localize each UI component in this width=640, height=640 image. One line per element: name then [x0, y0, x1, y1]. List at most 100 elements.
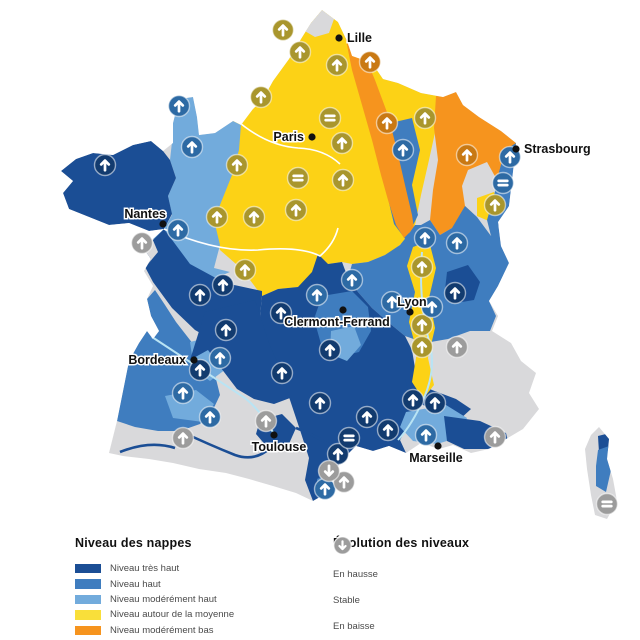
region-paris-basin-average [212, 10, 443, 296]
trend-stable-icon [286, 166, 310, 190]
trend-glyph [260, 415, 272, 428]
trend-glyph [220, 324, 232, 337]
legend-color-swatch [75, 579, 101, 589]
trend-glyph [311, 289, 323, 302]
trend-glyph [419, 232, 431, 245]
trend-glyph [416, 319, 428, 332]
trend-up-icon [198, 405, 222, 429]
trend-glyph [426, 301, 438, 314]
trend-glyph [338, 476, 350, 489]
city-label: Lyon [397, 295, 426, 309]
trend-glyph [346, 274, 358, 287]
trend-up-icon [410, 255, 434, 279]
trend-up-icon [423, 391, 447, 415]
city-labels-layer: Lille Paris Strasbourg Nantes Lyon Clermont-F… [123, 30, 592, 467]
trend-glyph [338, 540, 347, 551]
river-seine [239, 122, 341, 165]
trend-glyph [429, 397, 441, 410]
legend-color-swatch [75, 625, 101, 635]
city-marker [308, 133, 316, 141]
legend-trend-label: En hausse [333, 568, 378, 580]
trend-glyph [231, 159, 243, 172]
trend-glyph [497, 179, 509, 187]
trend-glyph [255, 91, 267, 104]
city-marker [406, 308, 414, 316]
trend-glyph [489, 431, 501, 444]
trend-up-icon [167, 94, 191, 118]
city-label: Clermont-Ferrand [284, 315, 390, 329]
trend-up-icon [332, 470, 356, 494]
trend-glyph [194, 364, 206, 377]
trend-up-icon [269, 301, 293, 325]
trend-up-icon [483, 193, 507, 217]
legend-level-label: Niveau modérément haut [110, 593, 217, 605]
legend-groundwater-levels: Niveau des nappes Niveau très haut Niveau… [75, 536, 234, 640]
trend-glyph [337, 174, 349, 187]
trend-glyph [451, 341, 463, 354]
trend-glyph [451, 237, 463, 250]
trend-glyph [397, 144, 409, 157]
trend-glyph [314, 397, 326, 410]
trend-circle [286, 166, 310, 190]
trend-glyph [343, 434, 355, 442]
city-marker [335, 34, 343, 42]
trend-up-icon [443, 281, 467, 305]
legend-level-label: Niveau haut [110, 578, 161, 590]
trend-up-icon [380, 290, 404, 314]
trend-glyph [324, 344, 336, 357]
trend-up-icon [171, 381, 195, 405]
city-marker [512, 145, 520, 153]
trend-glyph [323, 464, 335, 477]
legend-trend-label: Stable [333, 594, 360, 606]
trend-up-icon [376, 418, 400, 442]
trend-up-icon [445, 231, 469, 255]
legend-levels-rows: Niveau très haut Niveau haut Niveau modéré… [75, 561, 234, 640]
trend-up-icon [358, 50, 382, 74]
trend-glyph [217, 279, 229, 292]
trend-stable-icon [337, 426, 361, 450]
trend-up-icon [188, 283, 212, 307]
city-label: Nantes [124, 207, 166, 221]
trend-up-icon [331, 168, 355, 192]
trend-up-icon [171, 426, 195, 450]
legend-trend-item: En hausse [333, 536, 469, 587]
trend-stable-icon [318, 106, 342, 130]
trend-up-icon [205, 205, 229, 229]
trend-glyph [416, 261, 428, 274]
trend-up-icon [254, 409, 278, 433]
trend-glyph [214, 352, 226, 365]
trend-up-icon [93, 153, 117, 177]
trend-glyph [294, 46, 306, 59]
trend-glyph [319, 483, 331, 496]
trend-up-icon [455, 143, 479, 167]
trend-up-icon [211, 273, 235, 297]
trend-up-icon [249, 85, 273, 109]
trend-circle [595, 492, 619, 516]
city-marker [270, 431, 278, 439]
trend-glyph [331, 59, 343, 72]
trend-up-icon [225, 153, 249, 177]
trend-up-icon [355, 405, 379, 429]
legend-trends: Évolution des niveaux En hausse Stable En … [333, 536, 469, 639]
trend-glyph [364, 56, 376, 69]
trend-glyph [177, 432, 189, 445]
trend-up-icon [414, 423, 438, 447]
legend-color-swatch [75, 594, 101, 605]
trend-down-icon [333, 536, 352, 555]
trend-up-icon [410, 335, 434, 359]
trend-up-icon [284, 198, 308, 222]
legend-level-item: Niveau très haut [75, 561, 234, 576]
trend-up-icon [318, 338, 342, 362]
trend-up-icon [375, 111, 399, 135]
trend-up-icon [325, 53, 349, 77]
trend-up-icon [391, 138, 415, 162]
city-label: Toulouse [252, 440, 307, 454]
trend-glyph [504, 151, 516, 164]
trend-up-icon [413, 226, 437, 250]
city-label: Marseille [409, 451, 463, 465]
trend-glyph [276, 367, 288, 380]
trend-glyph [292, 174, 304, 182]
trend-up-icon [233, 258, 257, 282]
trend-glyph [275, 307, 287, 320]
trend-up-icon [340, 268, 364, 292]
